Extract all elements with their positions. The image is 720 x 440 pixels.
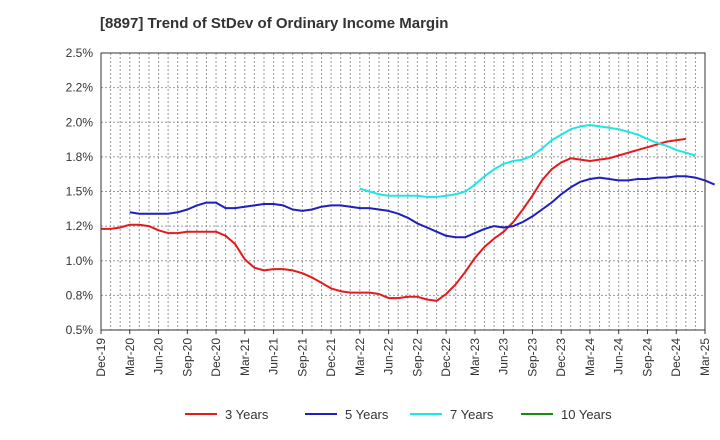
legend-label: 3 Years xyxy=(225,407,269,422)
x-tick-label: Jun-23 xyxy=(497,338,511,375)
x-tick-label: Mar-22 xyxy=(353,338,367,376)
x-tick-label: Dec-19 xyxy=(94,338,108,377)
y-tick-label: 1.0% xyxy=(66,254,94,268)
x-tick-label: Jun-21 xyxy=(267,338,281,375)
x-tick-label: Dec-20 xyxy=(209,338,223,377)
x-tick-label: Sep-21 xyxy=(295,338,309,377)
legend-label: 10 Years xyxy=(561,407,612,422)
y-tick-label: 1.8% xyxy=(66,150,94,164)
x-axis-ticks: Dec-19 Mar-20 Jun-20 Sep-20 Dec-20 Mar-21 Jun-… xyxy=(94,330,712,377)
series-line-3-years xyxy=(101,137,686,302)
x-tick-label: Dec-22 xyxy=(439,338,453,377)
series-line-7-years xyxy=(359,124,696,198)
x-tick-label: Mar-25 xyxy=(698,338,712,376)
y-tick-label: 2.5% xyxy=(66,46,94,60)
series-line-5-years xyxy=(129,175,716,239)
y-tick-label: 0.8% xyxy=(66,288,94,302)
x-tick-label: Mar-20 xyxy=(123,338,137,376)
legend: 3 Years 5 Years 7 Years 10 Years xyxy=(185,407,612,422)
x-tick-label: Mar-21 xyxy=(238,338,252,376)
x-tick-label: Dec-24 xyxy=(669,338,683,377)
plot-frame xyxy=(100,52,706,331)
x-tick-label: Sep-22 xyxy=(410,338,424,377)
x-tick-label: Jun-24 xyxy=(612,338,626,375)
y-tick-label: 2.0% xyxy=(66,115,94,129)
x-tick-label: Sep-23 xyxy=(525,338,539,377)
legend-label: 5 Years xyxy=(345,407,389,422)
y-tick-label: 1.5% xyxy=(66,185,94,199)
legend-label: 7 Years xyxy=(450,407,494,422)
x-tick-label: Jun-20 xyxy=(152,338,166,375)
y-tick-label: 0.5% xyxy=(66,323,94,337)
x-tick-label: Sep-24 xyxy=(640,338,654,377)
x-tick-label: Dec-23 xyxy=(554,338,568,377)
grid xyxy=(101,53,705,330)
x-tick-label: Jun-22 xyxy=(382,338,396,375)
x-tick-label: Dec-21 xyxy=(324,338,338,377)
x-tick-label: Sep-20 xyxy=(180,338,194,377)
x-tick-label: Mar-24 xyxy=(583,338,597,376)
y-tick-label: 1.2% xyxy=(66,219,94,233)
series-lines xyxy=(101,124,716,302)
x-tick-label: Mar-23 xyxy=(468,338,482,376)
chart-title: [8897] Trend of StDev of Ordinary Income… xyxy=(100,15,448,32)
y-axis-ticks: 2.5% 2.2% 2.0% 1.8% 1.5% 1.2% 1.0% 0.8% 0.5% xyxy=(66,46,94,337)
y-tick-label: 2.2% xyxy=(66,81,94,95)
